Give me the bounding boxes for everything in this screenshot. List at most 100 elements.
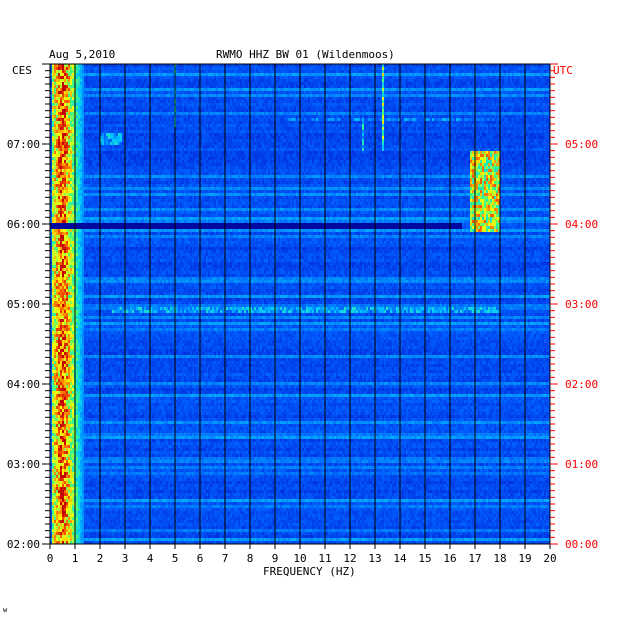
heatmap-cell xyxy=(180,115,182,118)
heatmap-cell xyxy=(88,85,90,88)
heatmap-cell xyxy=(482,115,484,118)
heatmap-cell xyxy=(66,103,68,106)
heatmap-cell xyxy=(354,109,356,112)
heatmap-cell xyxy=(516,88,518,91)
heatmap-cell xyxy=(314,100,316,103)
heatmap-cell xyxy=(182,79,184,82)
heatmap-cell xyxy=(108,97,110,100)
heatmap-cell xyxy=(430,94,432,97)
heatmap-cell xyxy=(438,115,440,118)
heatmap-cell xyxy=(328,97,330,100)
heatmap-cell xyxy=(132,88,134,91)
heatmap-cell xyxy=(486,118,488,121)
heatmap-cell xyxy=(156,109,158,112)
heatmap-cell xyxy=(170,121,172,124)
heatmap-cell xyxy=(310,85,312,88)
heatmap-cell xyxy=(530,112,532,115)
heatmap-cell xyxy=(468,109,470,112)
heatmap-cell xyxy=(406,112,408,115)
heatmap-cell xyxy=(344,70,346,73)
heatmap-cell xyxy=(210,73,212,76)
heatmap-cell xyxy=(452,97,454,100)
heatmap-cell xyxy=(56,88,58,91)
heatmap-cell xyxy=(120,70,122,73)
heatmap-cell xyxy=(406,76,408,79)
heatmap-cell xyxy=(480,115,482,118)
heatmap-cell xyxy=(104,100,106,103)
heatmap-cell xyxy=(514,100,516,103)
heatmap-cell xyxy=(408,118,410,121)
heatmap-cell xyxy=(434,94,436,97)
heatmap-cell xyxy=(126,109,128,112)
heatmap-cell xyxy=(258,88,260,91)
heatmap-cell xyxy=(56,76,58,79)
heatmap-cell xyxy=(164,106,166,109)
heatmap-cell xyxy=(82,94,84,97)
heatmap-cell xyxy=(190,97,192,100)
heatmap-cell xyxy=(396,103,398,106)
heatmap-cell xyxy=(236,91,238,94)
heatmap-cell xyxy=(386,91,388,94)
heatmap-cell xyxy=(162,121,164,124)
heatmap-cell xyxy=(352,82,354,85)
heatmap-cell xyxy=(190,106,192,109)
heatmap-cell xyxy=(330,97,332,100)
heatmap-cell xyxy=(512,79,514,82)
heatmap-cell xyxy=(278,76,280,79)
heatmap-cell xyxy=(426,121,428,124)
heatmap-cell xyxy=(294,82,296,85)
heatmap-cell xyxy=(468,118,470,121)
heatmap-cell xyxy=(364,109,366,112)
heatmap-cell xyxy=(468,88,470,91)
heatmap-cell xyxy=(162,115,164,118)
heatmap-cell xyxy=(502,94,504,97)
heatmap-cell xyxy=(56,79,58,82)
heatmap-cell xyxy=(370,88,372,91)
heatmap-cell xyxy=(188,73,190,76)
heatmap-cell xyxy=(344,94,346,97)
heatmap-cell xyxy=(188,76,190,79)
heatmap-cell xyxy=(182,100,184,103)
heatmap-cell xyxy=(210,109,212,112)
heatmap-cell xyxy=(68,100,70,103)
heatmap-cell xyxy=(208,70,210,73)
heatmap-cell xyxy=(394,118,396,121)
heatmap-cell xyxy=(526,85,528,88)
heatmap-cell xyxy=(492,94,494,97)
heatmap-cell xyxy=(310,121,312,124)
heatmap-cell xyxy=(168,103,170,106)
heatmap-cell xyxy=(56,103,58,106)
heatmap-cell xyxy=(320,88,322,91)
heatmap-cell xyxy=(302,79,304,82)
heatmap-cell xyxy=(364,97,366,100)
heatmap-cell xyxy=(364,67,366,70)
heatmap-cell xyxy=(426,79,428,82)
heatmap-cell xyxy=(62,88,64,91)
heatmap-cell xyxy=(526,88,528,91)
heatmap-cell xyxy=(64,109,66,112)
heatmap-cell xyxy=(202,91,204,94)
heatmap-cell xyxy=(196,67,198,70)
heatmap-cell xyxy=(258,76,260,79)
heatmap-cell xyxy=(238,79,240,82)
heatmap-cell xyxy=(344,97,346,100)
heatmap-cell xyxy=(144,85,146,88)
heatmap-cell xyxy=(152,103,154,106)
heatmap-cell xyxy=(520,85,522,88)
heatmap-cell xyxy=(290,115,292,118)
heatmap-cell xyxy=(252,103,254,106)
heatmap-cell xyxy=(230,88,232,91)
heatmap-cell xyxy=(104,73,106,76)
heatmap-cell xyxy=(506,73,508,76)
heatmap-cell xyxy=(266,79,268,82)
heatmap-cell xyxy=(242,70,244,73)
heatmap-cell xyxy=(92,67,94,70)
heatmap-cell xyxy=(212,82,214,85)
heatmap-cell xyxy=(240,109,242,112)
heatmap-cell xyxy=(96,76,98,79)
heatmap-cell xyxy=(464,82,466,85)
heatmap-cell xyxy=(438,118,440,121)
heatmap-cell xyxy=(122,67,124,70)
heatmap-cell xyxy=(388,103,390,106)
heatmap-cell xyxy=(256,97,258,100)
